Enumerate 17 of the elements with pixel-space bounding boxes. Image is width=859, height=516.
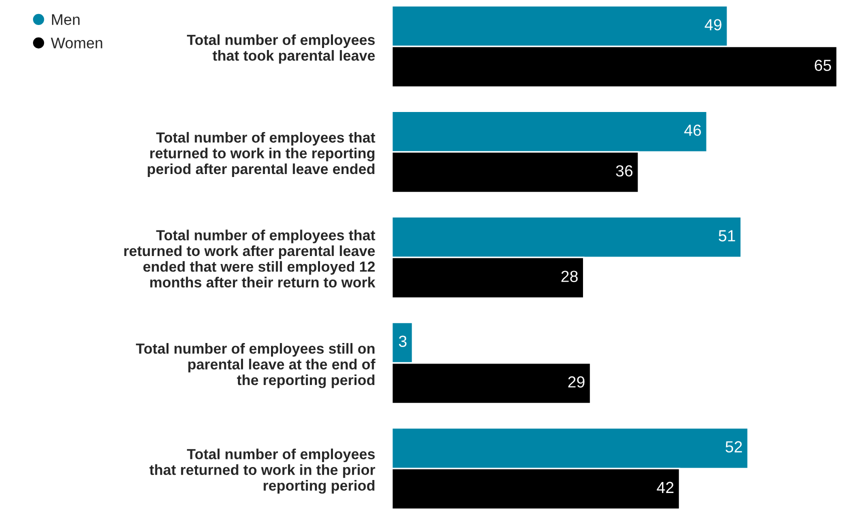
data-label: 51	[718, 230, 736, 242]
legend-label: Men	[52, 14, 80, 25]
legend-label: Women	[50, 38, 102, 48]
data-label: 42	[656, 482, 674, 493]
data-label: 29	[568, 376, 584, 388]
data-label: 28	[561, 270, 578, 282]
data-label: 49	[704, 19, 722, 30]
y-tick-label: Total number of employees that took parental leave	[186, 34, 375, 64]
data-label: 52	[726, 441, 742, 452]
y-tick-label: Total number of employees that returned to work after parental leave ended that were still employed 12 months after their return to work	[124, 230, 376, 288]
y-tick-label: Total number of employees that returned to work in the reporting period after parental leave ended	[148, 132, 376, 178]
data-label: 3	[398, 336, 406, 347]
data-label: 65	[814, 60, 832, 72]
y-tick-label: Total number of employees still on parental leave at the end of the reporting period	[136, 343, 376, 388]
data-label: 46	[684, 124, 701, 136]
y-tick-label: Total number of employees that returned to work in the prior reporting period	[149, 448, 376, 494]
data-label: 36	[616, 165, 632, 177]
